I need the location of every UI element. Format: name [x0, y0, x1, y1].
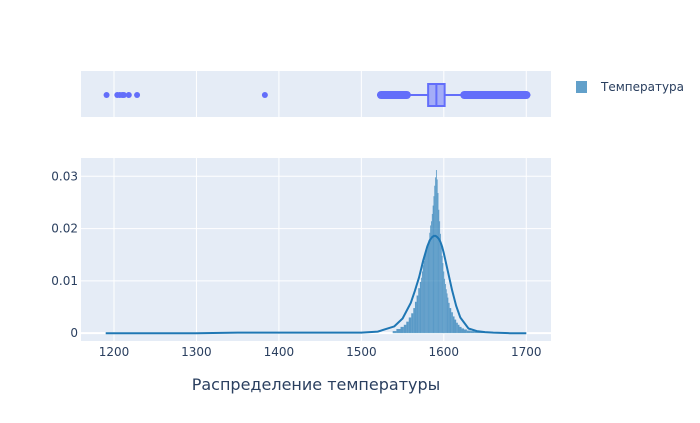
histogram-bar — [408, 317, 412, 334]
histogram-bar — [406, 321, 409, 334]
histogram-bar — [470, 331, 475, 334]
box-points-band-right — [460, 91, 531, 99]
histogram-bar — [427, 244, 429, 334]
histogram-bar — [454, 319, 457, 334]
histogram-bar — [456, 322, 458, 334]
histogram-bar — [445, 284, 446, 334]
histogram-bar — [421, 277, 422, 334]
histogram-bar — [440, 233, 441, 334]
box-outlier-point — [120, 92, 127, 98]
histogram-bar — [436, 179, 438, 334]
box-outlier-point — [261, 92, 268, 98]
box-plot-marks[interactable] — [103, 83, 531, 107]
histogram-bar — [448, 302, 450, 334]
x-tick-label: 1600 — [429, 345, 460, 359]
x-tick-label: 1200 — [99, 345, 130, 359]
histogram-bar — [459, 326, 462, 334]
histogram-bar — [426, 245, 428, 334]
histogram-bar — [396, 328, 401, 334]
histogram-bar — [423, 261, 425, 334]
histogram-bar — [443, 271, 445, 334]
histogram-bar — [457, 324, 460, 334]
histogram-bar — [434, 185, 436, 334]
legend[interactable]: Температура — [576, 80, 684, 94]
legend-item-label[interactable]: Температура — [600, 80, 684, 94]
histogram-bar — [439, 221, 441, 334]
x-tick-label: 1700 — [511, 345, 542, 359]
y-tick-label: 0.01 — [51, 274, 78, 288]
histogram-bar — [400, 326, 404, 334]
histogram-bar — [426, 248, 427, 334]
histogram-bar — [418, 288, 420, 334]
histogram-bar — [437, 193, 439, 334]
histogram-bar — [419, 281, 422, 334]
x-tick-label: 1400 — [264, 345, 295, 359]
box-outlier-point — [103, 92, 110, 98]
histogram-bar — [431, 221, 432, 334]
histogram-bar — [461, 328, 465, 334]
histogram-bar — [440, 245, 442, 334]
histogram-bar — [392, 331, 397, 334]
histogram-bar — [411, 313, 414, 334]
box-plot-panel — [81, 71, 551, 117]
y-axis-tick-labels: 0 0.01 0.02 0.03 — [51, 169, 78, 340]
histogram-bar — [422, 265, 424, 334]
histogram-bar — [446, 293, 448, 334]
histogram-bar — [424, 255, 426, 334]
histogram-bar — [445, 289, 447, 334]
histogram-bar — [430, 225, 432, 334]
histogram-bar — [451, 312, 453, 334]
box-outlier-point — [125, 92, 132, 98]
histogram-bars[interactable] — [392, 170, 491, 334]
histogram-bar — [413, 308, 415, 334]
histogram-bar — [421, 271, 423, 334]
density-curve-line[interactable] — [105, 234, 527, 335]
histogram-panel: 1200 1300 1400 1500 1600 1700 0 0.01 0.02 0.03 Р… — [51, 158, 551, 394]
histogram-bar — [433, 196, 435, 334]
y-tick-label: 0.03 — [51, 169, 78, 183]
histogram-bar — [442, 263, 444, 334]
histogram-bar — [431, 213, 433, 334]
histogram-bar — [428, 240, 430, 334]
histogram-bar — [414, 301, 417, 334]
histogram-bar — [474, 331, 481, 334]
histogram-bar — [438, 209, 440, 334]
histogram-bar — [429, 232, 431, 334]
histogram-bar — [444, 278, 446, 334]
y-tick-label: 0 — [70, 326, 78, 340]
x-axis-title: Распределение температуры — [192, 375, 441, 394]
histogram-bar — [447, 297, 449, 334]
histogram-bar — [435, 177, 436, 334]
histogram-bar — [403, 324, 407, 334]
histogram-bar — [452, 316, 455, 334]
histogram-bar — [466, 330, 471, 334]
legend-swatch-square-icon — [576, 81, 587, 93]
histogram-bar — [449, 308, 452, 334]
histogram-bar — [464, 329, 467, 334]
histogram-background — [81, 158, 551, 341]
histogram-bar — [432, 205, 434, 334]
histogram-bar — [416, 295, 419, 334]
x-tick-label: 1500 — [346, 345, 377, 359]
histogram-bar — [441, 255, 443, 334]
x-axis-tick-labels: 1200 1300 1400 1500 1600 1700 — [99, 345, 542, 359]
box-points-band-left — [377, 91, 411, 99]
histogram-bar — [425, 251, 427, 334]
y-tick-label: 0.02 — [51, 222, 78, 236]
histogram-bar — [435, 170, 437, 334]
x-tick-label: 1300 — [181, 345, 212, 359]
box-outlier-point — [134, 92, 141, 98]
